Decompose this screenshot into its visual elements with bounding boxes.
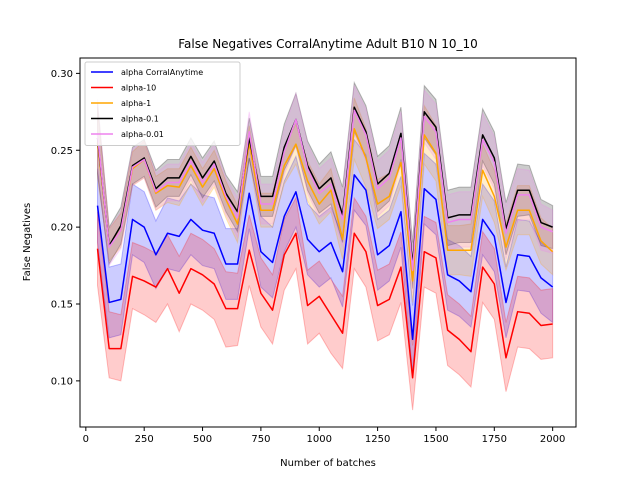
x-tick-label: 250 — [135, 434, 154, 445]
legend-label-alpha-0-1: alpha-0.1 — [121, 115, 159, 124]
legend: alpha CorralAnytime alpha-10 alpha-1 alpha-… — [84, 61, 241, 146]
y-tick-label: 0.20 — [51, 223, 73, 234]
x-axis: 0 250 500 750 1000 1250 1500 1750 2000 — [83, 427, 565, 445]
y-tick-label: 0.15 — [51, 300, 73, 311]
legend-box — [84, 61, 241, 146]
x-tick-label: 1750 — [482, 434, 507, 445]
x-tick-label: 750 — [251, 434, 270, 445]
legend-label-alpha-10: alpha-10 — [121, 84, 156, 93]
x-tick-label: 2000 — [540, 434, 565, 445]
band-alpha-0-1 — [97, 80, 554, 289]
x-tick-label: 500 — [193, 434, 212, 445]
x-tick-label: 1250 — [365, 434, 390, 445]
series-line-alpha-10 — [96, 232, 553, 379]
band-alpha-1 — [97, 97, 554, 303]
legend-label-alpha-0-01: alpha-0.01 — [121, 130, 164, 139]
series-line-alpha-corralanytime — [96, 174, 554, 341]
series-line-alpha-0-01 — [96, 109, 553, 271]
plot-frame — [79, 57, 577, 428]
y-axis: 0.10 0.15 0.20 0.25 0.30 — [51, 69, 80, 387]
y-tick-label: 0.25 — [51, 146, 73, 157]
x-tick-label: 0 — [83, 434, 89, 445]
series-line-alpha-1 — [96, 127, 554, 282]
band-alpha-10 — [97, 196, 554, 411]
band-alpha-corralanytime — [97, 138, 554, 374]
y-axis-label: False Negatives — [22, 203, 33, 281]
y-tick-label: 0.10 — [51, 376, 73, 387]
x-axis-label: Number of batches — [280, 458, 376, 469]
legend-label-alpha-1: alpha-1 — [121, 99, 151, 108]
y-tick-label: 0.30 — [51, 69, 73, 80]
x-tick-label: 1000 — [307, 434, 332, 445]
chart-title: False Negatives CorralAnytime Adult B10 … — [178, 37, 477, 51]
x-tick-label: 1500 — [423, 434, 448, 445]
legend-label-alpha-corralanytime: alpha CorralAnytime — [121, 68, 203, 77]
series-lines — [96, 106, 554, 379]
